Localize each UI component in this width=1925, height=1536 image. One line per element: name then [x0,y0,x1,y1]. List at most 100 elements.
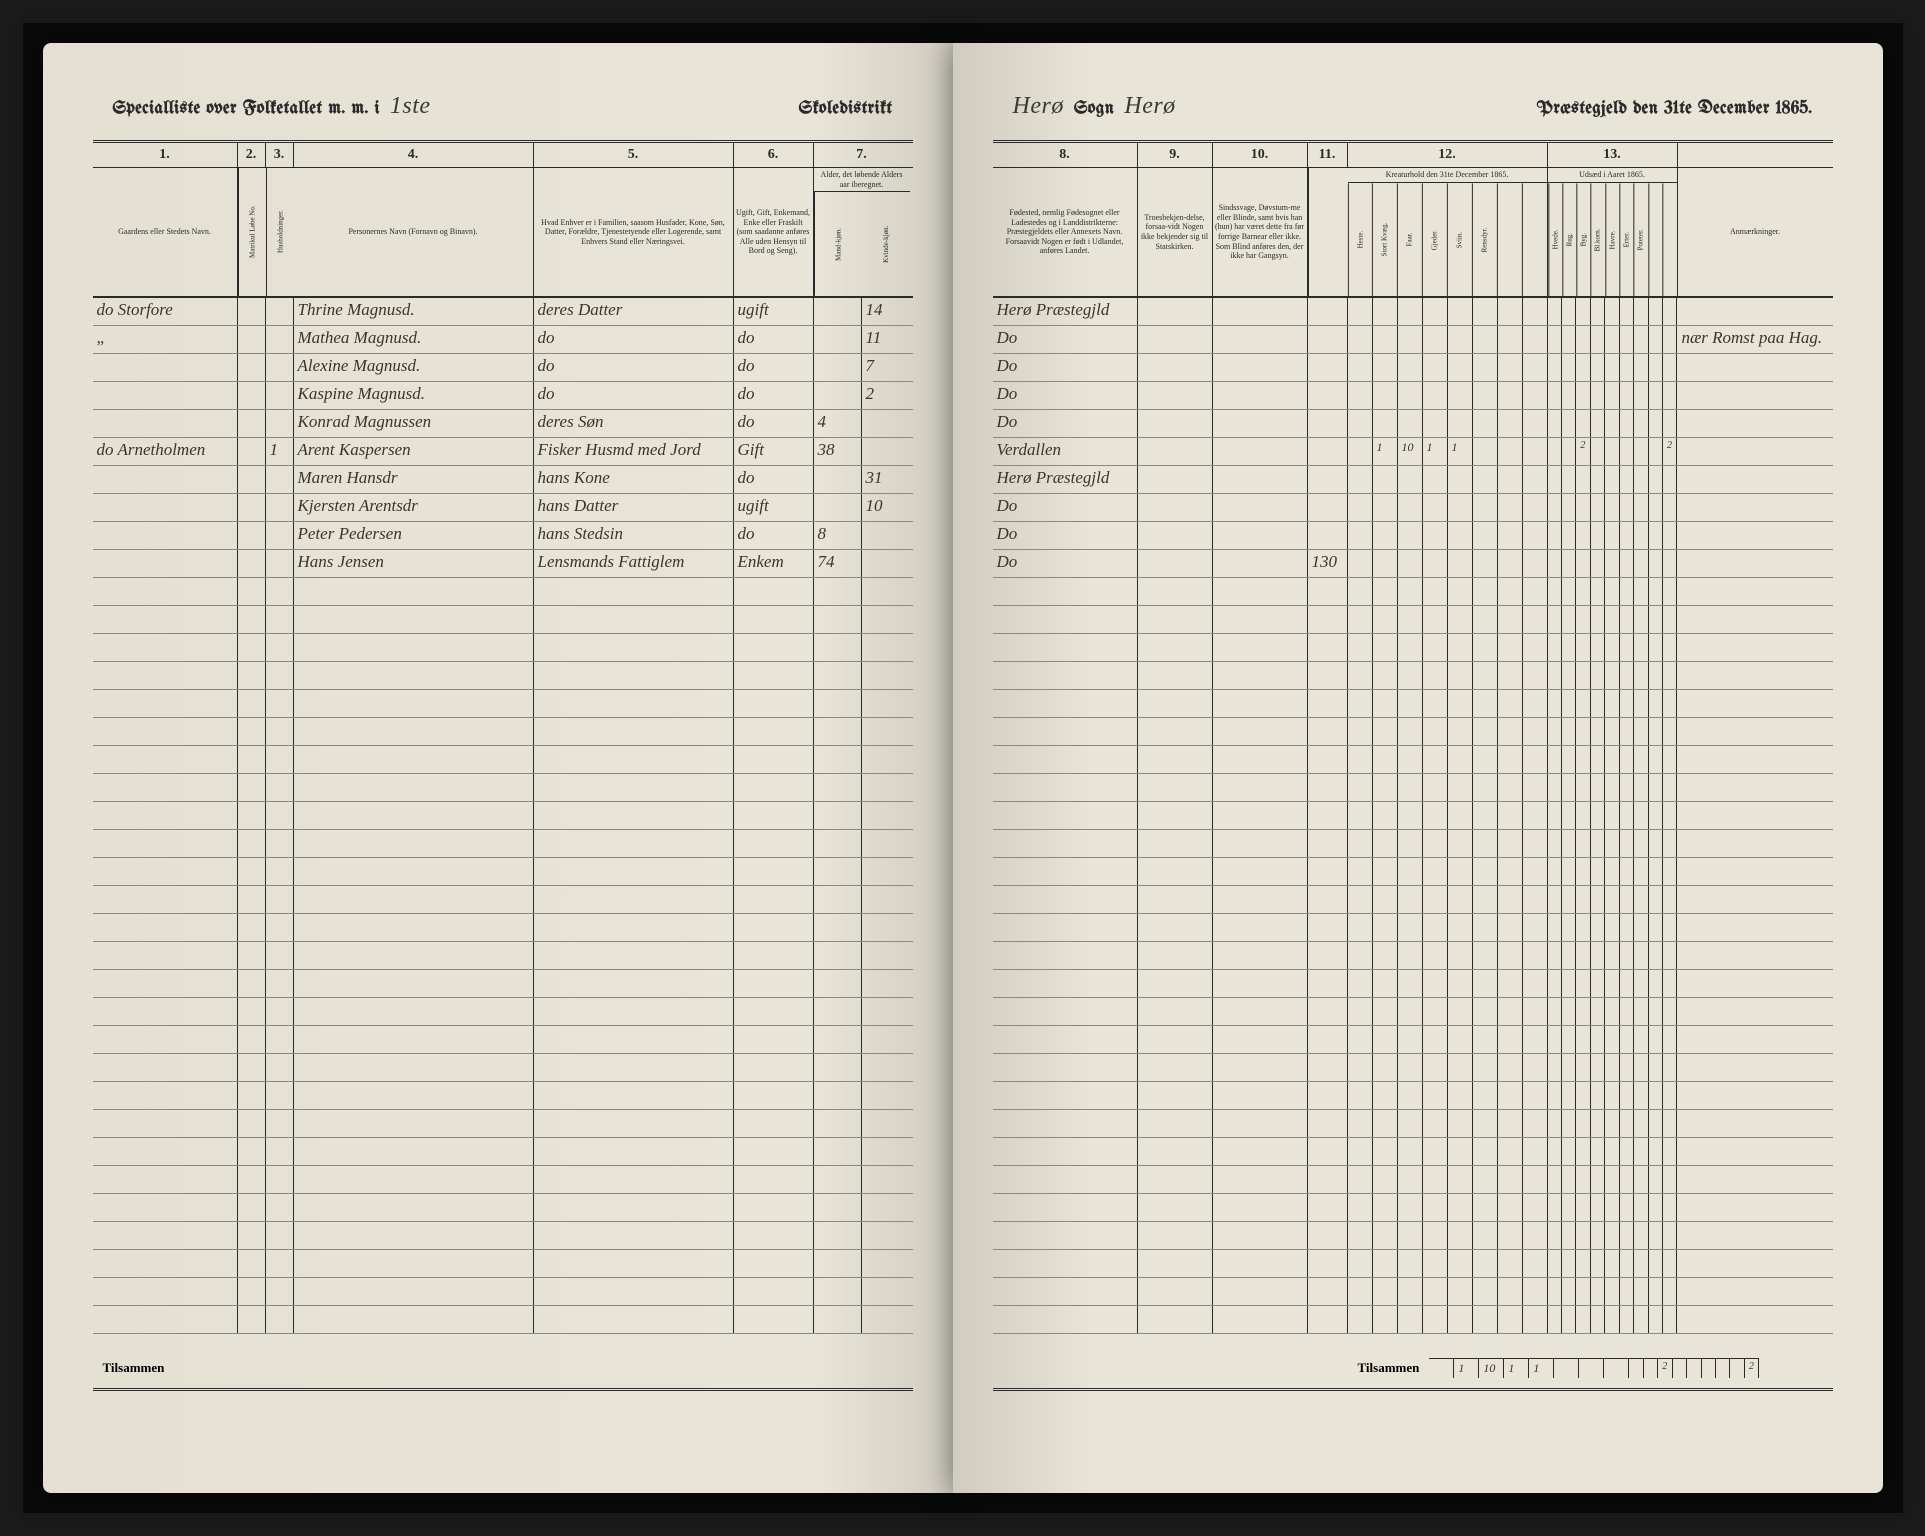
cell-c6 [734,718,814,745]
right-colnum-row: 8. 9. 10. 11. 12. 13. [993,143,1833,168]
cell-sowing-4 [1605,298,1619,325]
cell-sowing-2 [1576,690,1590,717]
cell-livestock-6 [1498,1250,1523,1277]
cell-c11 [1308,718,1348,745]
cell-sowing-0 [1548,410,1562,437]
cell-sowing-3 [1591,634,1605,661]
cell-sowing-4 [1605,634,1619,661]
cell-sowing-2 [1576,1278,1590,1305]
cell-c1 [93,606,238,633]
cell-sowing-1 [1562,382,1576,409]
colnum-10: 10. [1213,143,1308,167]
table-row: Kaspine Magnusd.dodo2 [93,382,913,410]
cell-sowing-4 [1605,1194,1619,1221]
cell-livestock-0 [1348,354,1373,381]
cell-livestock-4 [1448,970,1473,997]
cell-c5 [534,998,734,1025]
cell-c10 [1213,970,1308,997]
cell-livestock-4 [1448,886,1473,913]
colnum-12: 12. [1348,143,1548,167]
cell-c1 [93,522,238,549]
cell-sowing-3 [1591,1138,1605,1165]
cell-livestock-7 [1523,662,1548,689]
cell-sowing-4 [1605,970,1619,997]
cell-c9 [1138,606,1213,633]
cell-c3 [266,466,294,493]
cell-sowing-4 [1605,1054,1619,1081]
cell-sowing-1 [1562,354,1576,381]
cell-livestock-2 [1398,1138,1423,1165]
cell-livestock-5 [1473,606,1498,633]
cell-c7b [862,1222,910,1249]
right-subhead-row: Fødested, nemlig Fødesognet eller Ladest… [993,168,1833,298]
cell-livestock-4 [1448,1138,1473,1165]
cell-sowing-1 [1562,634,1576,661]
cell-c7b: 11 [862,326,910,353]
cell-sowing-2 [1576,1194,1590,1221]
cell-sowing-5 [1620,1082,1634,1109]
cell-c9 [1138,970,1213,997]
cell-sowing-2 [1576,914,1590,941]
cell-c8 [993,578,1138,605]
cell-livestock-2 [1398,494,1423,521]
cell-c3 [266,970,294,997]
cell-sowing-8 [1663,354,1677,381]
cell-sowing-7 [1649,438,1663,465]
cell-c10 [1213,886,1308,913]
cell-sowing-6 [1634,746,1648,773]
table-row [993,634,1833,662]
cell-livestock-1 [1373,578,1398,605]
cell-sowing-3 [1591,550,1605,577]
cell-sowing-7 [1649,774,1663,801]
cell-livestock-2 [1398,1054,1423,1081]
cell-livestock-4 [1448,1110,1473,1137]
cell-c10 [1213,1166,1308,1193]
cell-c10 [1213,914,1308,941]
cell-c10 [1213,662,1308,689]
cell-livestock-5 [1473,1082,1498,1109]
cell-c4 [294,578,534,605]
cell-c6 [734,1222,814,1249]
table-row: Do [993,494,1833,522]
table-row [93,886,913,914]
table-row [993,886,1833,914]
cell-livestock-6 [1498,718,1523,745]
cell-livestock-2 [1398,410,1423,437]
subhead-matrikul: Matrikul Løbe No. [238,168,266,296]
cell-sowing-1 [1562,1278,1576,1305]
table-row [993,970,1833,998]
cell-sowing-4 [1605,1306,1619,1333]
cell-livestock-1 [1373,718,1398,745]
cell-c7b [862,970,910,997]
cell-c1 [93,746,238,773]
left-page: Specialliste over Folketallet m. m. i 1s… [43,43,953,1493]
cell-remarks [1677,550,1832,577]
subhead-livestock-3: Gjeder. [1422,183,1447,296]
cell-remarks [1677,1082,1832,1109]
cell-sowing-1 [1562,410,1576,437]
cell-sowing-4 [1605,690,1619,717]
cell-sowing-1 [1562,1054,1576,1081]
cell-c7a [814,1250,862,1277]
cell-livestock-5 [1473,410,1498,437]
cell-livestock-2 [1398,298,1423,325]
cell-livestock-7 [1523,494,1548,521]
cell-sowing-2 [1576,1250,1590,1277]
cell-c8 [993,1222,1138,1249]
cell-c11 [1308,886,1348,913]
cell-livestock-2 [1398,1278,1423,1305]
cell-c6: Gift [734,438,814,465]
cell-c4 [294,634,534,661]
cell-sowing-7 [1649,1250,1663,1277]
cell-c3 [266,746,294,773]
cell-livestock-5 [1473,858,1498,885]
cell-sowing-2 [1576,886,1590,913]
cell-livestock-5 [1473,1306,1498,1333]
cell-sowing-5 [1620,662,1634,689]
cell-sowing-7 [1649,298,1663,325]
cell-c11 [1308,662,1348,689]
cell-remarks [1677,690,1832,717]
cell-sowing-2 [1576,1026,1590,1053]
cell-c11 [1308,998,1348,1025]
cell-livestock-0 [1348,662,1373,689]
